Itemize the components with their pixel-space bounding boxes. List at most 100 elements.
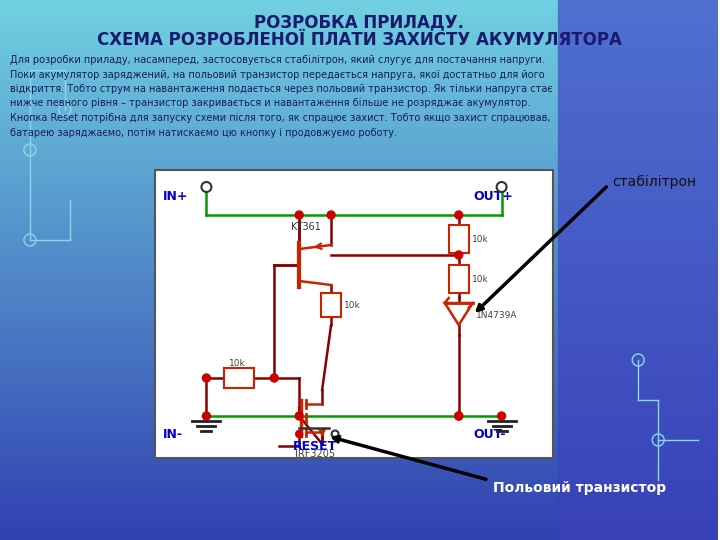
Bar [0, 284, 718, 291]
Text: 10k: 10k [472, 234, 488, 244]
Bar [0, 0, 718, 6]
Bar [0, 392, 718, 399]
Bar [0, 519, 718, 526]
Bar [559, 426, 718, 432]
Bar [559, 345, 718, 351]
Bar [0, 20, 718, 27]
Bar [559, 453, 718, 459]
Circle shape [455, 251, 463, 259]
Bar [0, 94, 718, 102]
Text: 1N4739A: 1N4739A [476, 310, 517, 320]
Text: IN-: IN- [163, 428, 183, 441]
Bar [559, 6, 718, 14]
Bar [559, 291, 718, 297]
Bar [559, 364, 718, 372]
Bar [0, 507, 718, 513]
Bar [559, 74, 718, 81]
Bar [0, 54, 718, 60]
Bar [559, 418, 718, 426]
Bar [559, 303, 718, 310]
Text: Поки акумулятор заряджений, на польовий транзистор передається напруга, якої дос: Поки акумулятор заряджений, на польовий … [10, 70, 544, 79]
Bar [0, 230, 718, 237]
Text: 10k: 10k [472, 274, 488, 284]
Bar [0, 168, 718, 176]
Bar [559, 162, 718, 168]
Text: СХЕМА РОЗРОБЛЕНОЇ ПЛАТИ ЗАХИСТУ АКУМУЛЯТОРА: СХЕМА РОЗРОБЛЕНОЇ ПЛАТИ ЗАХИСТУ АКУМУЛЯТ… [96, 31, 621, 49]
Bar [0, 195, 718, 202]
Bar [0, 47, 718, 54]
Bar [559, 141, 718, 149]
Bar [559, 357, 718, 364]
Bar [559, 81, 718, 87]
Bar [559, 20, 718, 27]
FancyBboxPatch shape [155, 170, 554, 458]
Bar [559, 68, 718, 74]
Bar [559, 40, 718, 47]
Bar [559, 237, 718, 243]
Bar [0, 534, 718, 540]
Bar [559, 202, 718, 209]
Bar [0, 405, 718, 411]
Bar [559, 526, 718, 534]
Bar [559, 122, 718, 128]
Text: РОЗРОБКА ПРИЛАДУ.: РОЗРОБКА ПРИЛАДУ. [254, 13, 464, 31]
Text: Кнопка Reset потрібна для запуску схеми після того, як спрацює захист. Тобто якщ: Кнопка Reset потрібна для запуску схеми … [10, 113, 551, 123]
Bar [559, 249, 718, 256]
Bar [0, 216, 718, 222]
Bar [559, 480, 718, 486]
Bar [0, 372, 718, 378]
Bar [559, 148, 718, 156]
Bar [0, 27, 718, 33]
Bar [0, 156, 718, 162]
Bar [0, 249, 718, 256]
Bar [0, 480, 718, 486]
Bar [559, 256, 718, 263]
Bar [559, 230, 718, 237]
Text: KT361: KT361 [291, 222, 321, 232]
Bar [559, 263, 718, 270]
Bar [559, 459, 718, 465]
Bar [559, 534, 718, 540]
Circle shape [455, 412, 463, 420]
Bar [0, 418, 718, 426]
Bar [559, 492, 718, 500]
Circle shape [455, 412, 463, 420]
Bar [559, 378, 718, 384]
Text: RESET: RESET [293, 440, 337, 453]
Bar [0, 176, 718, 183]
Bar [0, 108, 718, 115]
Circle shape [455, 211, 463, 219]
Bar [559, 176, 718, 183]
Bar [559, 135, 718, 141]
Bar [559, 284, 718, 291]
Bar [559, 102, 718, 108]
Bar [0, 263, 718, 270]
Bar [0, 486, 718, 492]
Bar [559, 87, 718, 94]
Bar [559, 324, 718, 330]
Bar [0, 438, 718, 445]
Bar [559, 465, 718, 472]
Bar [0, 270, 718, 276]
Bar [559, 446, 718, 453]
Bar [0, 162, 718, 168]
Text: 10k: 10k [230, 360, 246, 368]
Bar [559, 351, 718, 357]
Bar [0, 141, 718, 149]
Text: Польовий транзистор: Польовий транзистор [492, 481, 666, 495]
Bar [0, 87, 718, 94]
Bar [0, 472, 718, 480]
Bar [0, 357, 718, 364]
Bar [559, 438, 718, 445]
Bar [559, 270, 718, 276]
Text: OUT-: OUT- [474, 428, 506, 441]
Bar [0, 310, 718, 317]
Bar [0, 330, 718, 338]
Bar [0, 209, 718, 216]
Circle shape [202, 412, 210, 420]
Bar [559, 27, 718, 33]
Circle shape [295, 211, 303, 219]
Bar [559, 54, 718, 60]
Circle shape [498, 412, 505, 420]
Circle shape [202, 374, 210, 382]
